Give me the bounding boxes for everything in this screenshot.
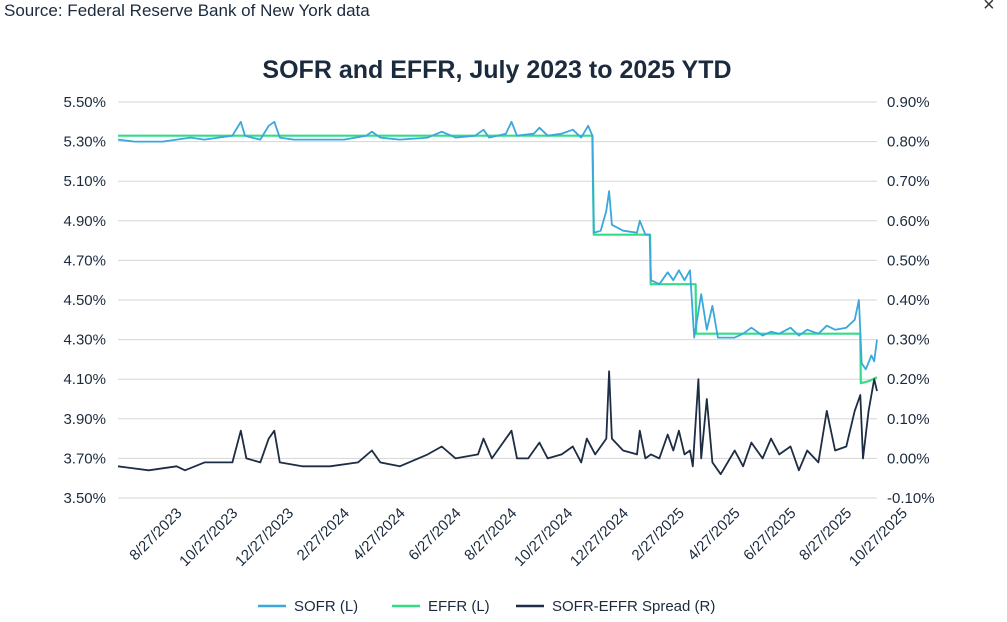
y-left-tick-label: 4.10%	[63, 371, 106, 388]
x-tick-label: 10/27/2025	[846, 505, 911, 570]
source-note: Source: Federal Reserve Bank of New York…	[4, 1, 370, 20]
x-tick-label: 8/27/2023	[126, 505, 185, 564]
x-tick-label: 8/27/2024	[461, 505, 520, 564]
y-right-tick-label: 0.30%	[887, 332, 930, 349]
y-right-tick-label: -0.10%	[887, 490, 935, 507]
x-tick-label: 2/27/2024	[294, 505, 353, 564]
x-tick-label: 4/27/2024	[350, 505, 409, 564]
legend: SOFR (L) EFFR (L) SOFR-EFFR Spread (R)	[258, 598, 715, 615]
y-left-tick-label: 4.70%	[63, 252, 106, 269]
y-right-tick-label: 0.60%	[887, 213, 930, 230]
legend-label: SOFR-EFFR Spread (R)	[552, 598, 715, 615]
x-tick-label: 2/27/2025	[629, 505, 688, 564]
x-tick-label: 6/27/2025	[740, 505, 799, 564]
close-icon[interactable]: ×	[983, 0, 995, 16]
legend-label: SOFR (L)	[294, 598, 358, 615]
x-tick-label: 4/27/2025	[684, 505, 743, 564]
series-group	[117, 120, 878, 476]
y-left-tick-label: 3.90%	[63, 411, 106, 428]
series-line-1	[118, 134, 878, 385]
x-tick-label: 12/27/2024	[567, 505, 632, 570]
y-right-tick-label: 0.50%	[887, 252, 930, 269]
legend-label: EFFR (L)	[428, 598, 490, 615]
x-tick-label: 10/27/2023	[176, 505, 241, 570]
series-line-2	[117, 370, 878, 476]
y-right-tick-label: 0.20%	[887, 371, 930, 388]
y-right-tick-label: 0.00%	[887, 450, 930, 467]
y-right-tick-label: 0.70%	[887, 173, 930, 190]
x-tick-label: 6/27/2024	[405, 505, 464, 564]
gridlines	[118, 101, 877, 499]
y-left-tick-label: 5.10%	[63, 173, 106, 190]
y-left-tick-label: 3.70%	[63, 450, 106, 467]
x-tick-label: 10/27/2024	[511, 505, 576, 570]
series-line-0	[117, 120, 878, 371]
y-right-tick-label: 0.90%	[887, 94, 930, 111]
y-left-tick-label: 5.30%	[63, 134, 106, 151]
y-axis-right: -0.10% 0.00% 0.10% 0.20% 0.30% 0.40% 0.50% 0.60…	[887, 94, 935, 507]
y-left-tick-label: 4.30%	[63, 332, 106, 349]
x-tick-label: 12/27/2023	[232, 505, 297, 570]
y-left-tick-label: 4.90%	[63, 213, 106, 230]
y-left-tick-label: 5.50%	[63, 94, 106, 111]
x-tick-label: 8/27/2025	[796, 505, 855, 564]
y-left-tick-label: 4.50%	[63, 292, 106, 309]
y-left-tick-label: 3.50%	[63, 490, 106, 507]
chart-title: SOFR and EFFR, July 2023 to 2025 YTD	[262, 56, 731, 84]
y-axis-left: 3.50% 3.70% 3.90% 4.10% 4.30% 4.50% 4.70% 4.90%…	[63, 94, 106, 507]
y-right-tick-label: 0.10%	[887, 411, 930, 428]
x-axis: 8/27/202310/27/202312/27/20232/27/20244/…	[126, 505, 911, 570]
y-right-tick-label: 0.80%	[887, 134, 930, 151]
y-right-tick-label: 0.40%	[887, 292, 930, 309]
